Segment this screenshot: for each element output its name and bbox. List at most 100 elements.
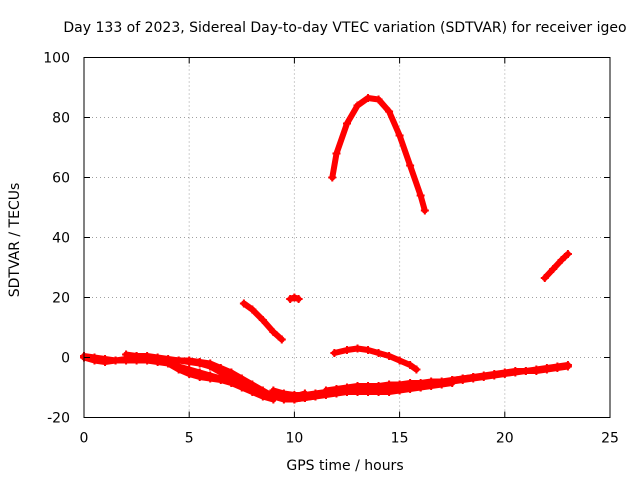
data-point-marker: [248, 386, 257, 395]
series-trace: [541, 251, 571, 281]
data-point-marker: [239, 299, 248, 308]
data-point-marker: [174, 356, 183, 365]
data-point-marker: [406, 361, 415, 369]
data-point-marker: [416, 191, 425, 200]
data-point-marker: [557, 256, 566, 264]
data-point-marker: [532, 365, 541, 374]
axis-ticks: [83, 57, 611, 418]
data-point-marker: [164, 359, 173, 368]
data-point-marker: [549, 265, 558, 273]
data-point-marker: [353, 382, 362, 390]
data-point-marker: [227, 374, 236, 383]
x-tick-label: 10: [285, 431, 303, 447]
data-point-marker: [195, 358, 204, 366]
x-tick-label: 25: [601, 431, 619, 447]
series-arc-13: [286, 293, 303, 303]
series-arc-15: [540, 250, 572, 282]
x-tick-label: 15: [391, 431, 409, 447]
data-point-marker: [216, 376, 225, 384]
x-tick-label: 0: [80, 431, 89, 447]
data-series: [80, 94, 572, 404]
data-point-marker: [374, 349, 383, 357]
data-point-marker: [416, 382, 425, 390]
y-tick-label: 100: [43, 51, 70, 67]
y-tick-label: 40: [52, 231, 70, 247]
y-axis-label: SDTVAR / TECUs: [7, 183, 23, 298]
data-point-marker: [364, 94, 373, 102]
data-point-marker: [269, 328, 278, 336]
data-point-marker: [458, 374, 467, 383]
series-arc-14: [330, 344, 421, 374]
x-tick-label: 20: [496, 431, 514, 447]
data-point-marker: [294, 295, 303, 303]
data-point-marker: [374, 382, 383, 390]
data-point-marker: [248, 305, 257, 314]
data-point-marker: [448, 376, 457, 384]
data-point-marker: [490, 370, 499, 378]
data-point-marker: [258, 389, 267, 398]
data-point-marker: [206, 362, 215, 371]
data-point-marker: [343, 119, 351, 128]
y-tick-label: 0: [61, 351, 70, 367]
data-point-marker: [343, 383, 351, 392]
data-point-marker: [277, 335, 286, 344]
data-point-marker: [332, 149, 341, 158]
x-axis-label: GPS time / hours: [286, 458, 403, 474]
data-point-marker: [542, 364, 551, 372]
data-point-marker: [385, 107, 394, 116]
data-point-marker: [311, 392, 320, 401]
data-point-marker: [437, 379, 446, 387]
data-point-marker: [500, 368, 509, 377]
data-point-marker: [90, 353, 99, 362]
data-point-marker: [385, 352, 394, 360]
data-point-marker: [195, 373, 204, 381]
data-point-marker: [185, 370, 194, 378]
data-point-marker: [364, 382, 373, 390]
data-point-marker: [321, 386, 330, 395]
data-point-marker: [111, 356, 120, 365]
data-point-marker: [258, 316, 267, 324]
series-arc-10: [448, 361, 572, 384]
data-point-marker: [132, 352, 141, 360]
data-point-marker: [395, 356, 404, 365]
data-point-marker: [385, 380, 394, 389]
data-point-marker: [563, 250, 572, 258]
y-tick-label: 20: [52, 291, 70, 307]
data-point-marker: [563, 361, 572, 369]
data-point-marker: [406, 379, 415, 387]
data-point-marker: [143, 353, 152, 362]
data-point-marker: [185, 356, 194, 365]
data-point-marker: [540, 274, 549, 282]
data-point-marker: [353, 344, 362, 353]
data-point-marker: [521, 367, 530, 375]
data-point-marker: [216, 368, 225, 377]
x-tick-labels: 0 5 10 15 20 25: [80, 431, 619, 447]
data-point-marker: [395, 131, 404, 140]
series-trace: [329, 95, 428, 214]
y-tick-label: 80: [52, 111, 70, 127]
data-point-marker: [364, 346, 373, 354]
data-point-marker: [412, 365, 421, 374]
data-point-marker: [174, 365, 183, 374]
series-arc-05: [195, 358, 309, 402]
data-point-marker: [374, 95, 383, 104]
data-point-marker: [153, 355, 162, 363]
chart-title: Day 133 of 2023, Sidereal Day-to-day VTE…: [63, 20, 626, 36]
data-point-marker: [279, 389, 288, 398]
data-point-marker: [353, 101, 362, 110]
data-point-marker: [511, 367, 520, 375]
data-point-marker: [290, 395, 299, 404]
series-arc-11: [328, 94, 429, 215]
data-point-marker: [427, 380, 436, 389]
data-point-marker: [553, 362, 562, 371]
y-tick-label: 60: [52, 171, 70, 187]
data-point-marker: [206, 374, 215, 383]
data-point-marker: [420, 206, 429, 215]
y-tick-label: -20: [47, 411, 70, 427]
data-point-marker: [122, 350, 131, 359]
data-point-marker: [406, 161, 415, 170]
data-point-marker: [286, 295, 295, 303]
data-point-marker: [330, 349, 339, 357]
data-point-marker: [469, 373, 478, 381]
